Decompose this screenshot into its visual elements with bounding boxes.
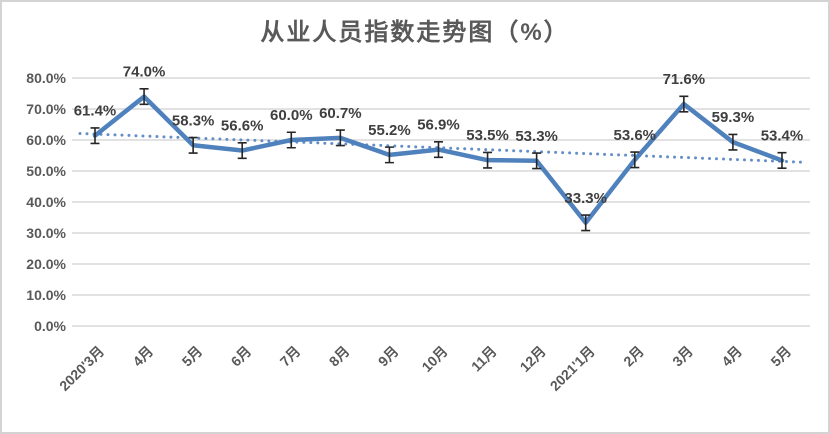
chart-title: 从业人员指数走势图（%） [260, 19, 570, 46]
y-tick-label: 70.0% [26, 101, 66, 117]
x-tick-label: 8月 [326, 343, 353, 370]
data-label: 56.6% [221, 118, 264, 135]
data-label: 59.3% [712, 109, 755, 126]
error-bar [483, 151, 493, 169]
data-label: 53.3% [515, 128, 558, 145]
error-bar [630, 151, 640, 169]
error-bar [728, 133, 738, 151]
data-label: 53.4% [761, 127, 804, 144]
error-bar [679, 95, 689, 113]
data-label: 56.9% [417, 117, 460, 134]
x-tick-label: 2021'1月 [547, 343, 598, 394]
data-label: 58.3% [172, 112, 215, 129]
data-label: 55.2% [368, 122, 411, 139]
data-label: 74.0% [123, 64, 166, 81]
error-bar [384, 146, 394, 164]
y-tick-label: 30.0% [26, 225, 66, 241]
error-bar [335, 129, 345, 147]
x-tick-label: 6月 [228, 343, 255, 370]
y-tick-label: 40.0% [26, 194, 66, 210]
data-label: 60.0% [270, 107, 313, 124]
x-tick-label: 5月 [767, 343, 794, 370]
error-bar [188, 136, 198, 154]
data-label: 61.4% [74, 103, 117, 120]
error-bar [532, 152, 542, 170]
y-tick-label: 10.0% [26, 287, 66, 303]
trend-line [78, 131, 808, 164]
data-label: 71.6% [663, 71, 706, 88]
error-bar [433, 141, 443, 159]
y-tick-label: 60.0% [26, 132, 66, 148]
y-tick-label: 0.0% [34, 318, 66, 334]
data-label: 60.7% [319, 105, 362, 122]
y-tick-label: 50.0% [26, 163, 66, 179]
x-tick-label: 9月 [375, 343, 402, 370]
error-bar [237, 141, 247, 160]
x-tick-label: 7月 [277, 343, 304, 370]
x-tick-label: 10月 [418, 343, 450, 375]
error-bar [581, 214, 591, 232]
x-tick-label: 4月 [129, 343, 156, 370]
y-tick-label: 80.0% [26, 70, 66, 86]
data-label: 53.6% [613, 127, 656, 144]
data-label: 53.5% [466, 127, 509, 144]
error-bar [286, 131, 296, 149]
error-bar [139, 88, 149, 106]
data-label: 33.3% [564, 190, 607, 207]
x-tick-label: 5月 [179, 343, 206, 370]
x-tick-label: 2月 [620, 343, 647, 370]
x-tick-label: 3月 [669, 343, 696, 370]
x-tick-label: 11月 [468, 343, 500, 375]
error-bar [90, 127, 100, 145]
x-tick-label: 2020'3月 [56, 343, 107, 394]
x-tick-label: 12月 [517, 343, 549, 375]
y-tick-label: 20.0% [26, 256, 66, 272]
x-tick-label: 4月 [718, 343, 745, 370]
error-bar [777, 151, 787, 170]
